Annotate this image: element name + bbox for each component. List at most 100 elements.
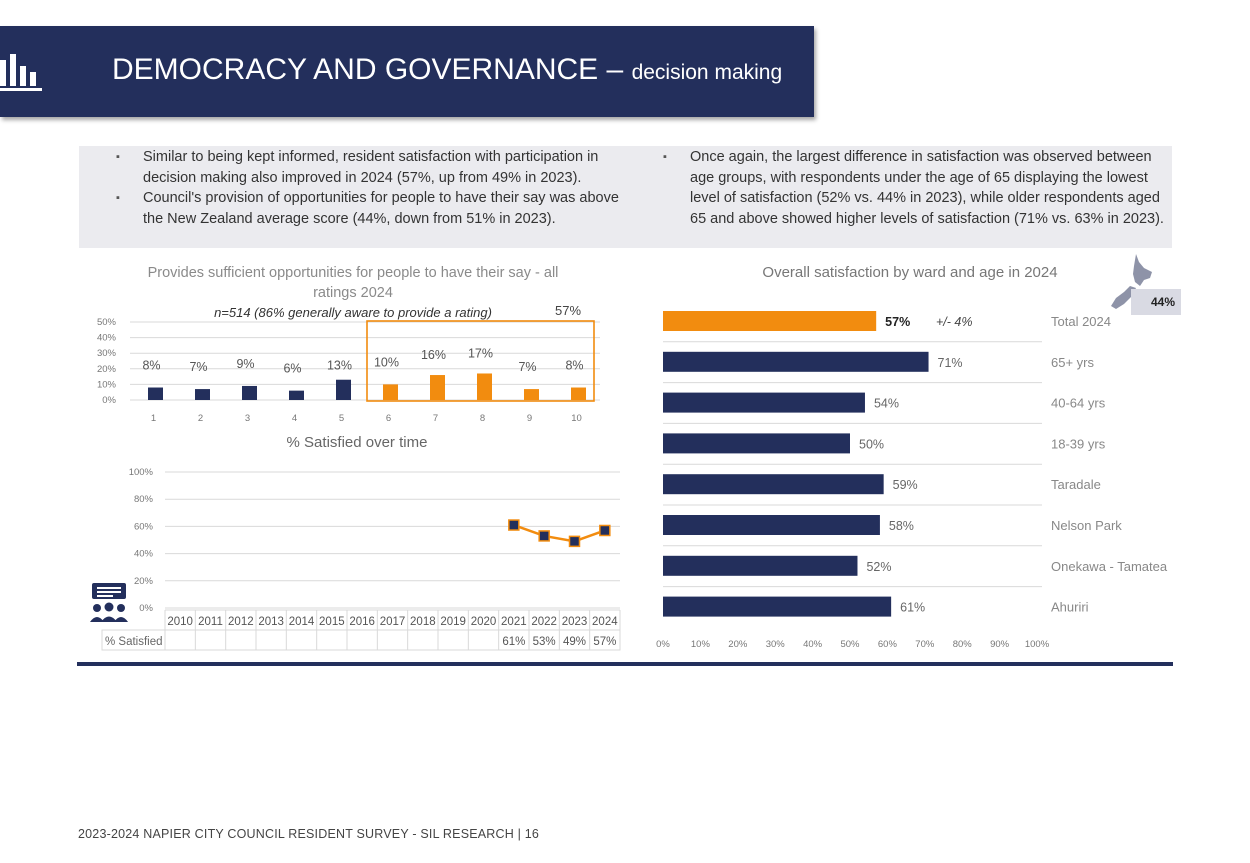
ward-age-bar-chart: 0% 10% 20% 30% 40% 50% 60% 70% 80% 90% 100% 57% Tota… — [656, 311, 1168, 650]
category-label: 18-39 yrs — [1051, 436, 1106, 451]
y-tick-label: 0% — [139, 603, 153, 614]
bar — [663, 392, 865, 413]
audience-icon — [90, 583, 128, 622]
bar — [663, 596, 892, 617]
data-label: 8% — [142, 359, 160, 373]
x-tick-label: 2015 — [319, 616, 345, 628]
nz-average-value: 44% — [1150, 295, 1175, 309]
x-tick-label: 2014 — [289, 616, 315, 628]
x-tick-label: 2010 — [167, 616, 193, 628]
bar — [477, 373, 492, 400]
bar — [242, 385, 257, 400]
data-point — [568, 535, 581, 548]
data-label: 61% — [900, 601, 925, 615]
bullet-item: Once again, the largest difference in sa… — [663, 147, 1166, 229]
x-tick-label: 10% — [691, 639, 711, 650]
bar — [430, 375, 445, 400]
table-cell-value: 53% — [533, 636, 556, 648]
data-label: 71% — [938, 356, 963, 370]
category-label: Taradale — [1051, 477, 1101, 492]
data-label: 57% — [885, 315, 910, 329]
x-tick-label: 3 — [245, 413, 250, 424]
chart1-title: Provides sufficient opportunities for pe… — [130, 263, 576, 303]
data-label: 50% — [859, 437, 884, 451]
y-tick-label: 10% — [97, 379, 117, 390]
table-cell-value: 61% — [502, 636, 525, 648]
data-label: 16% — [421, 348, 446, 362]
bar — [289, 390, 304, 400]
data-label: 9% — [236, 357, 254, 371]
highlight-box — [366, 320, 595, 402]
data-label: 59% — [893, 478, 918, 492]
x-tick-label: 2016 — [349, 616, 375, 628]
x-tick-label: 70% — [915, 639, 935, 650]
x-tick-label: 1 — [151, 413, 156, 424]
data-label: 13% — [327, 359, 352, 373]
x-tick-label: 80% — [953, 639, 973, 650]
bar — [663, 555, 858, 576]
category-label: Nelson Park — [1051, 518, 1122, 533]
chart1-title-text: Provides sufficient opportunities for pe… — [147, 265, 559, 301]
bar — [195, 389, 210, 400]
x-tick-label: 8 — [480, 413, 485, 424]
highlight-label: 57% — [555, 303, 581, 318]
data-label: 8% — [565, 359, 583, 373]
x-tick-label: 7 — [433, 413, 438, 424]
table-cell-value: 49% — [563, 636, 586, 648]
x-tick-label: 2019 — [440, 616, 466, 628]
x-tick-label: 9 — [527, 413, 532, 424]
y-tick-label: 20% — [97, 364, 117, 375]
x-tick-label: 2023 — [562, 616, 588, 628]
data-point — [599, 524, 611, 537]
x-tick-label: 5 — [339, 413, 344, 424]
category-label: 40-64 yrs — [1051, 396, 1106, 411]
category-label: 65+ yrs — [1051, 355, 1094, 370]
data-label: 17% — [468, 346, 493, 360]
y-tick-label: 60% — [134, 521, 154, 532]
x-tick-label: 2012 — [228, 616, 254, 628]
bar — [383, 384, 398, 400]
data-label: 10% — [374, 355, 399, 369]
bullet-item: Council's provision of opportunities for… — [116, 188, 621, 229]
data-label: 52% — [866, 560, 891, 574]
bullet-box-right: Once again, the largest difference in sa… — [628, 146, 1172, 248]
chart1-subtitle-text: n=514 (86% generally aware to provide a … — [214, 305, 492, 320]
x-tick-label: 2011 — [198, 616, 223, 628]
x-tick-label: 2018 — [410, 616, 436, 628]
y-tick-label: 50% — [97, 317, 117, 328]
satisfied-over-time-chart: 0% 20% 40% 60% 80% 100% % Satisfied 2010 2011 201… — [101, 467, 621, 651]
data-label: 7% — [189, 360, 207, 374]
x-tick-label: 20% — [728, 639, 748, 650]
table-row-label: % Satisfied — [105, 636, 163, 648]
category-label: Ahuriri — [1051, 600, 1089, 615]
bottom-divider — [77, 662, 1173, 666]
data-point — [508, 519, 520, 531]
footer-text: 2023-2024 NAPIER CITY COUNCIL RESIDENT S… — [78, 827, 540, 841]
header-banner: DEMOCRACY AND GOVERNANCE – decision maki… — [0, 26, 814, 117]
chart3-title: Overall satisfaction by ward and age in … — [720, 264, 1100, 281]
x-tick-label: 2017 — [380, 616, 406, 628]
bullet-item: Similar to being kept informed, resident… — [116, 147, 621, 188]
x-tick-label: 30% — [766, 639, 786, 650]
x-tick-label: 2022 — [531, 616, 557, 628]
bar — [663, 351, 929, 372]
page-title: DEMOCRACY AND GOVERNANCE – decision maki… — [112, 53, 782, 87]
x-tick-label: 10 — [571, 413, 582, 424]
bar — [336, 379, 351, 400]
bar — [663, 311, 877, 331]
bar — [663, 515, 880, 535]
y-tick-label: 100% — [129, 467, 154, 478]
x-tick-label: 100% — [1025, 639, 1050, 650]
y-tick-label: 80% — [134, 494, 154, 505]
y-tick-label: 0% — [102, 395, 116, 406]
x-tick-label: 6 — [386, 413, 391, 424]
margin-of-error-label: +/- 4% — [936, 315, 972, 329]
bullet-box-left: Similar to being kept informed, resident… — [79, 146, 628, 248]
chart3-title-text: Overall satisfaction by ward and age in … — [762, 264, 1058, 281]
data-label: 54% — [874, 397, 899, 411]
table-cell-value: 57% — [593, 636, 616, 648]
bar — [571, 387, 586, 400]
page-title-main: DEMOCRACY AND GOVERNANCE – — [112, 53, 624, 86]
chart2-title: % Satisfied over time — [200, 434, 514, 451]
nz-map-icon — [1111, 254, 1152, 309]
